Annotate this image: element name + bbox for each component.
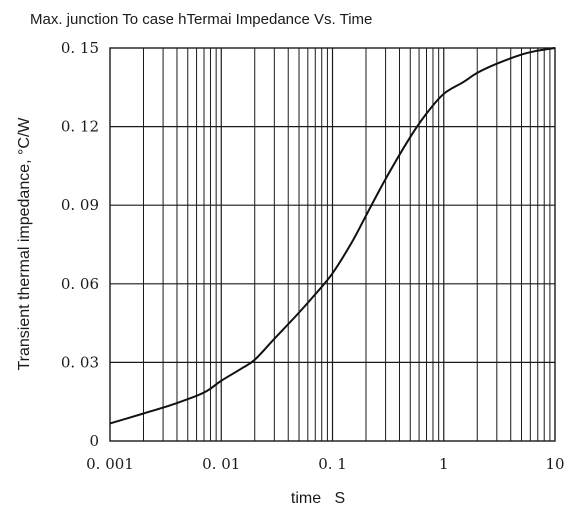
y-tick-label: 0. 12 bbox=[61, 118, 99, 136]
y-tick-label: 0. 09 bbox=[61, 196, 99, 214]
grid bbox=[110, 48, 555, 441]
x-tick-labels: 0. 001 0. 01 0. 1 1 10 bbox=[86, 455, 564, 473]
x-tick-label: 0. 01 bbox=[202, 455, 240, 473]
series-line bbox=[109, 47, 556, 425]
x-tick-label: 0. 1 bbox=[318, 455, 347, 473]
x-tick-label: 0. 001 bbox=[86, 455, 134, 473]
x-axis-label: time S bbox=[291, 490, 345, 507]
y-tick-label: 0 bbox=[89, 432, 99, 450]
y-axis-label: Transient thermal impedance, °C/W bbox=[16, 117, 33, 371]
chart-title: Max. junction To case hTermai Impedance … bbox=[30, 11, 372, 28]
y-tick-label: 0. 06 bbox=[61, 275, 99, 293]
x-tick-label: 1 bbox=[439, 455, 449, 473]
y-tick-label: 0. 15 bbox=[61, 39, 99, 57]
x-tick-label: 10 bbox=[545, 455, 564, 473]
y-tick-labels: 0 0. 03 0. 06 0. 09 0. 12 0. 15 bbox=[61, 39, 99, 450]
series-layer bbox=[109, 47, 556, 425]
y-tick-label: 0. 03 bbox=[61, 353, 99, 371]
plot-frame bbox=[109, 47, 556, 442]
